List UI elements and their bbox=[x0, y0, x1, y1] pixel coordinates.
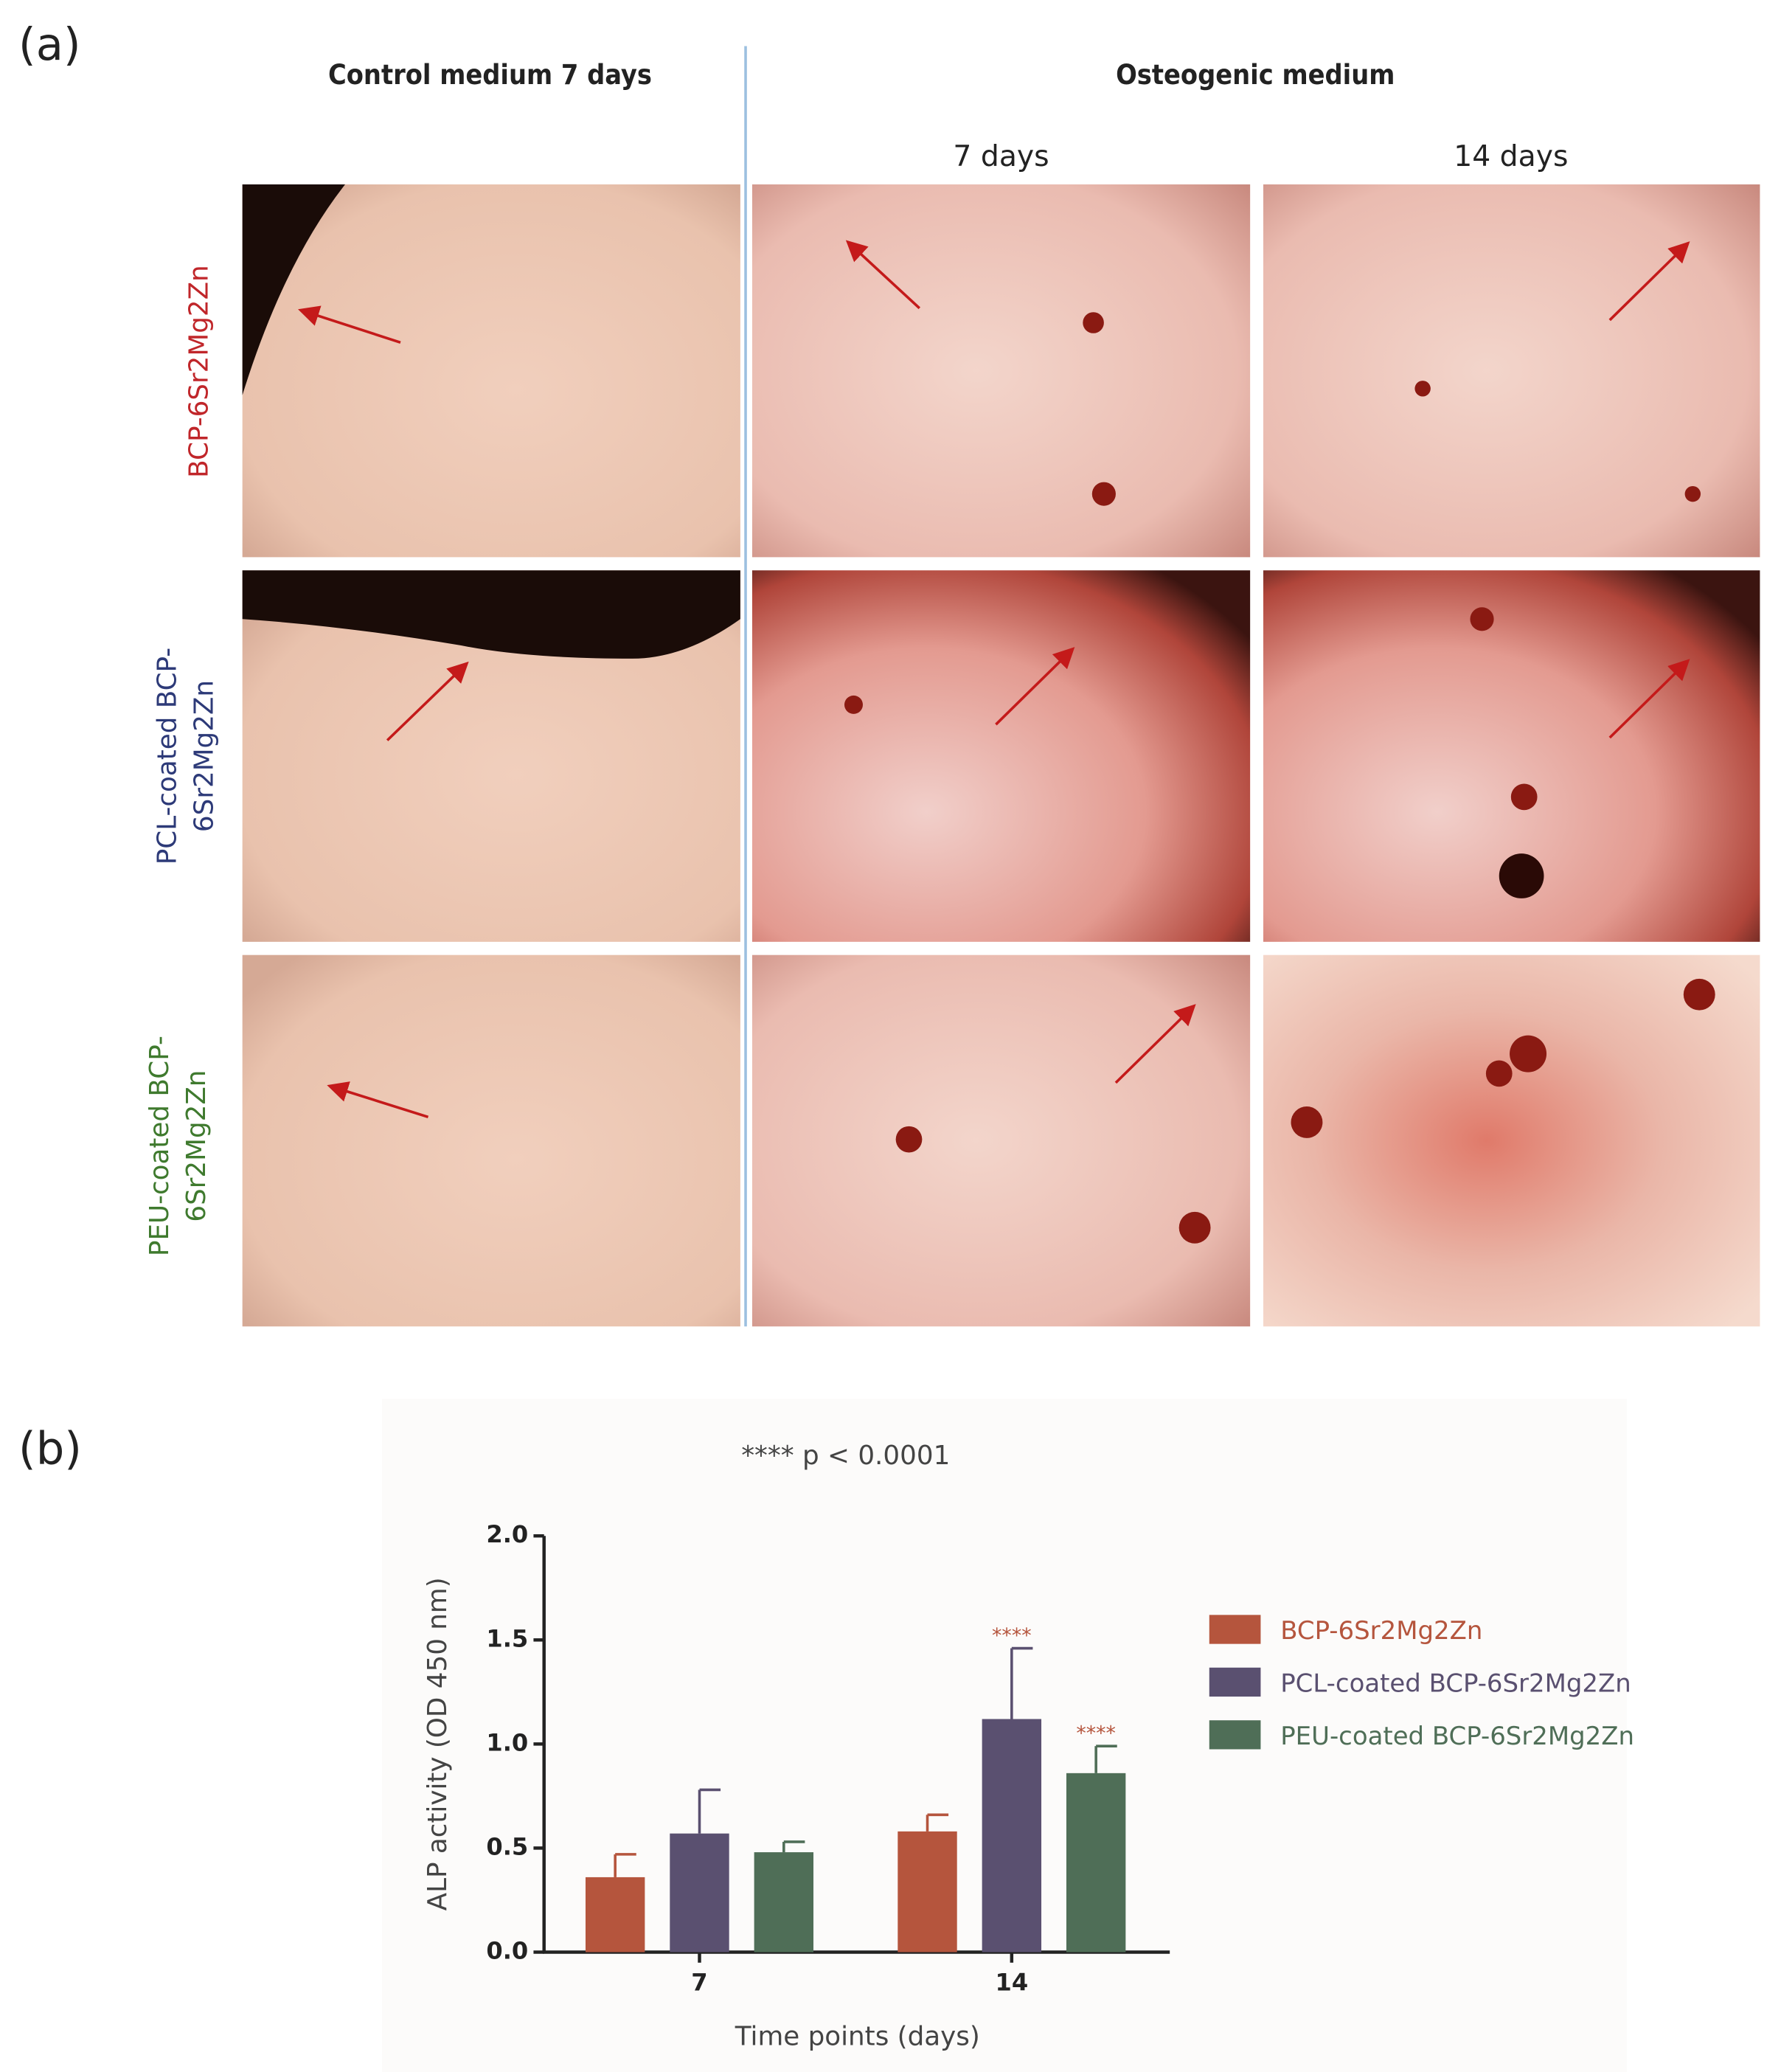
y-tick-label: 0.5 bbox=[486, 1832, 528, 1860]
row-label: 6Sr2Mg2Zn bbox=[181, 1070, 212, 1222]
row-label: PCL-coated BCP- bbox=[153, 648, 183, 865]
micrograph bbox=[751, 954, 1251, 1327]
y-tick-label: 1.0 bbox=[486, 1728, 528, 1756]
micrograph bbox=[1263, 954, 1760, 1327]
legend-swatch bbox=[1209, 1667, 1261, 1697]
legend-swatch bbox=[1209, 1615, 1261, 1644]
x-tick-label: 14 bbox=[995, 1968, 1028, 1996]
micrograph bbox=[751, 184, 1251, 558]
bar bbox=[982, 1719, 1042, 1953]
bar bbox=[670, 1833, 729, 1953]
column-header: Osteogenic medium bbox=[1116, 58, 1395, 91]
micrograph bbox=[242, 954, 740, 1327]
significance-label: **** bbox=[992, 1624, 1032, 1647]
row-label: 6Sr2Mg2Zn bbox=[190, 680, 220, 832]
x-tick-label: 7 bbox=[691, 1968, 707, 1996]
bar bbox=[754, 1852, 814, 1953]
legend-label: BCP-6Sr2Mg2Zn bbox=[1280, 1617, 1482, 1646]
y-tick-label: 1.5 bbox=[486, 1624, 528, 1652]
significance-label: **** bbox=[1076, 1722, 1116, 1745]
scaffold-shadow bbox=[242, 570, 740, 659]
x-axis-label: Time points (days) bbox=[735, 2022, 980, 2052]
y-tick-label: 2.0 bbox=[486, 1520, 528, 1548]
y-axis-label: ALP activity (OD 450 nm) bbox=[423, 1577, 453, 1910]
micrographs bbox=[242, 46, 1760, 1327]
nodules bbox=[844, 312, 1715, 1244]
micrograph bbox=[242, 184, 740, 558]
arrows bbox=[298, 240, 1690, 1119]
sub-header: 7 days bbox=[953, 140, 1049, 173]
scaffold-shadow bbox=[242, 184, 345, 395]
row-label: PEU-coated BCP- bbox=[145, 1036, 175, 1256]
panel-label: (b) bbox=[18, 1424, 82, 1475]
column-header: Control medium 7 days bbox=[328, 58, 652, 91]
bar bbox=[1066, 1773, 1126, 1953]
bar bbox=[898, 1831, 957, 1953]
panel-label: (a) bbox=[18, 19, 81, 71]
micrograph bbox=[1263, 184, 1760, 558]
legend-swatch bbox=[1209, 1720, 1261, 1750]
sub-header: 14 days bbox=[1454, 140, 1568, 173]
legend-label: PEU-coated BCP-6Sr2Mg2Zn bbox=[1280, 1722, 1634, 1751]
bar bbox=[585, 1877, 645, 1953]
row-label: BCP-6Sr2Mg2Zn bbox=[184, 265, 215, 478]
y-tick-label: 0.0 bbox=[486, 1936, 528, 1964]
micrograph bbox=[751, 570, 1251, 942]
legend-label: PCL-coated BCP-6Sr2Mg2Zn bbox=[1280, 1669, 1631, 1698]
annotation: **** p < 0.0001 bbox=[741, 1441, 950, 1471]
